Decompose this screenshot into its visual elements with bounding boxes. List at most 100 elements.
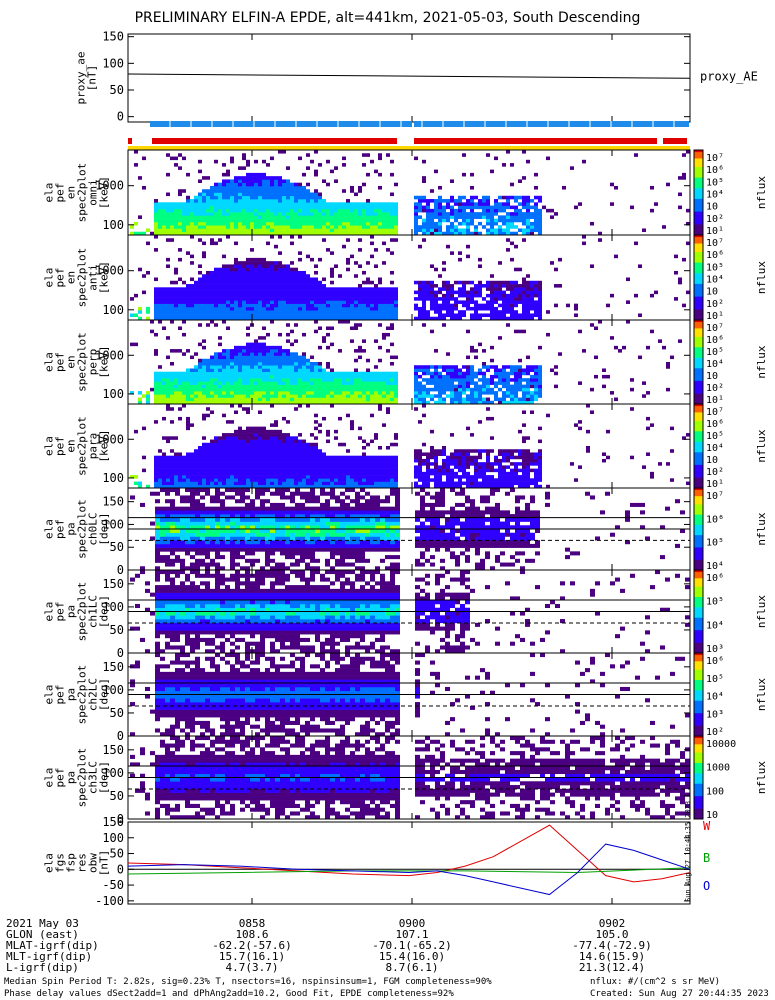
spectrogram-bin: [262, 472, 266, 476]
spectrogram-bin: [206, 284, 210, 288]
spectrogram-bin: [298, 225, 302, 229]
spectrogram-bin: [334, 287, 338, 291]
spectrogram-bin: [174, 349, 178, 353]
spectrogram-bin: [634, 242, 638, 246]
spectrogram-bin: [434, 268, 438, 272]
spectrogram-bin: [234, 271, 238, 275]
spectrogram-bin: [298, 271, 302, 275]
spectrogram-bin: [506, 196, 510, 200]
spectrogram-bin: [334, 307, 338, 311]
spectrogram-bin: [298, 209, 302, 213]
spectrogram-bin: [162, 291, 166, 295]
spectrogram-bin: [318, 228, 322, 232]
spectrogram-bin: [518, 372, 522, 376]
spectrogram-bin: [442, 388, 446, 392]
spectrogram-bin: [262, 359, 266, 363]
spectrogram-bin: [502, 381, 506, 385]
spectrogram-bin: [378, 215, 382, 219]
spectrogram-bin: [290, 215, 294, 219]
spectrogram-bin: [274, 443, 278, 447]
spectrogram-bin: [358, 212, 362, 216]
spectrogram-bin: [214, 313, 218, 317]
spectrogram-bin: [358, 475, 362, 479]
spectrogram-bin: [310, 459, 314, 463]
spectrogram-bin: [526, 372, 530, 376]
spectrogram-bin: [478, 398, 482, 402]
spectrogram-bin: [202, 459, 206, 463]
spectrogram-bin: [306, 459, 310, 463]
spectrogram-bin: [362, 313, 366, 317]
spectrogram-bin: [162, 459, 166, 463]
spectrogram-bin: [274, 215, 278, 219]
spectrogram-bin: [342, 245, 346, 249]
spectrogram-bin: [610, 202, 614, 206]
spectrogram-bin: [206, 212, 210, 216]
spectrogram-bin: [346, 462, 350, 466]
spectrogram-bin: [446, 300, 450, 304]
spectrogram-bin: [510, 388, 514, 392]
spectrogram-bin: [282, 394, 286, 398]
spectrogram-bin: [298, 202, 302, 206]
spectrogram-bin: [294, 212, 298, 216]
spectrogram-bin: [474, 375, 478, 379]
spectrogram-bin: [282, 433, 286, 437]
spectrogram-bin: [266, 472, 270, 476]
spectrogram-bin: [422, 209, 426, 213]
spectrogram-bin: [310, 456, 314, 460]
spectrogram-bin: [194, 469, 198, 473]
spectrogram-bin: [390, 307, 394, 311]
spectrogram-bin: [426, 313, 430, 317]
spectrogram-bin: [342, 482, 346, 486]
spectrogram-bin: [262, 209, 266, 213]
spectrogram-bin: [238, 212, 242, 216]
spectrogram-bin: [210, 394, 214, 398]
spectrogram-bin: [202, 215, 206, 219]
spectrogram-bin: [466, 297, 470, 301]
spectrogram-bin: [250, 186, 254, 190]
spectrogram-bin: [390, 385, 394, 389]
spectrogram-bin: [218, 394, 222, 398]
spectrogram-bin: [178, 378, 182, 382]
spectrogram-bin: [530, 381, 534, 385]
colorbar-tick-label: 10⁴: [706, 190, 724, 201]
spectrogram-bin: [386, 206, 390, 210]
spectrogram-bin: [222, 388, 226, 392]
spectrogram-bin: [202, 219, 206, 223]
spectrogram-bin: [198, 378, 202, 382]
spectrogram-bin: [342, 222, 346, 226]
spectrogram-bin: [338, 297, 342, 301]
spectrogram-bin: [218, 222, 222, 226]
spectrogram-bin: [310, 356, 314, 360]
spectrogram-bin: [174, 381, 178, 385]
spectrogram-bin: [186, 304, 190, 308]
spectrogram-bin: [278, 313, 282, 317]
spectrogram-bin: [490, 215, 494, 219]
spectrogram-bin: [290, 313, 294, 317]
spectrogram-bin: [358, 381, 362, 385]
spectrogram-bin: [286, 297, 290, 301]
spectrogram-bin: [222, 193, 226, 197]
spectrogram-bin: [194, 394, 198, 398]
spectrogram-bin: [202, 281, 206, 285]
spectrogram-bin: [414, 381, 418, 385]
spectrogram-bin: [310, 206, 314, 210]
spectrogram-bin: [350, 228, 354, 232]
spectrogram-bin: [254, 287, 258, 291]
spectrogram-bin: [238, 287, 242, 291]
spectrogram-bin: [278, 268, 282, 272]
spectrogram-bin: [502, 372, 506, 376]
spectrogram-bin: [270, 274, 274, 278]
spectrogram-bin: [286, 475, 290, 479]
spectrogram-bin: [530, 294, 534, 298]
spectrogram-bin: [370, 391, 374, 395]
spectrogram-bin: [426, 388, 430, 392]
spectrogram-bin: [346, 469, 350, 473]
spectrogram-bin: [430, 228, 434, 232]
spectrogram-bin: [462, 202, 466, 206]
spectrogram-bin: [490, 313, 494, 317]
spectrogram-bin: [270, 472, 274, 476]
spectrogram-bin: [206, 271, 210, 275]
spectrogram-bin: [486, 228, 490, 232]
spectrogram-bin: [258, 336, 262, 340]
spectrogram-bin: [478, 378, 482, 382]
